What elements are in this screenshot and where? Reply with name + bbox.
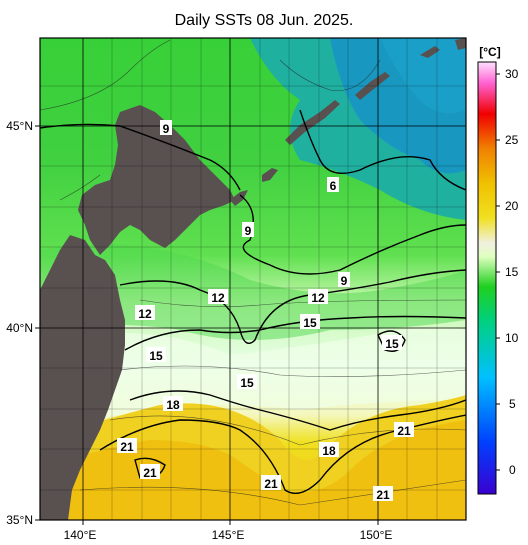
colorbar-tick: 0 [509, 463, 516, 477]
colorbar-ramp [477, 61, 497, 495]
land-kuril-1 [230, 190, 248, 206]
contour-labels: 9 6 9 9 12 12 12 15 15 15 15 18 18 21 21… [117, 120, 414, 502]
contour-label: 21 [397, 424, 411, 438]
contour-label: 9 [245, 224, 252, 238]
land-kuril-3 [285, 100, 340, 145]
contour-9 [239, 194, 466, 275]
contour-label: 21 [120, 440, 134, 454]
colorbar-unit: [°C] [479, 45, 500, 59]
contour-label: 15 [240, 376, 254, 390]
contour-label: 15 [385, 337, 399, 351]
land-kuril-2 [262, 168, 278, 182]
land-kuril-5 [420, 46, 440, 58]
land-honshu [40, 235, 125, 520]
lat-label-45: 45°N [6, 119, 33, 133]
contour-label: 18 [166, 398, 180, 412]
colorbar-tick: 20 [505, 199, 519, 213]
colorbar-tick: 25 [505, 133, 519, 147]
graticule [40, 38, 466, 520]
contour-label: 12 [138, 307, 152, 321]
lat-label-40: 40°N [6, 321, 33, 335]
contour-label: 9 [341, 274, 348, 288]
contour-label: 18 [322, 444, 336, 458]
land-kamchatka-tip [455, 38, 466, 50]
map-panel: 9 6 9 9 12 12 12 15 15 15 15 18 18 21 21… [40, 38, 466, 520]
contour-9-north [40, 123, 241, 191]
lon-label-140: 140°E [64, 528, 97, 542]
contour-label: 9 [163, 122, 170, 136]
contour-label: 12 [311, 291, 325, 305]
colorbar-tick: 30 [505, 67, 519, 81]
map-frame [39, 37, 467, 521]
axis-ticks [35, 125, 379, 525]
contour-label: 21 [264, 477, 278, 491]
lon-label-150: 150°E [360, 528, 393, 542]
contour-label: 15 [149, 349, 163, 363]
contour-6 [299, 109, 466, 191]
kuroshio-core [40, 420, 466, 520]
lon-label-145: 145°E [212, 528, 245, 542]
colorbar-tick: 5 [509, 397, 516, 411]
map-title: Daily SSTs 08 Jun. 2025. [174, 12, 354, 29]
contour-18 [129, 390, 466, 431]
contour-label: 21 [143, 466, 157, 480]
contour-12 [119, 269, 466, 344]
land-hokkaido [78, 105, 235, 255]
colorbar: [°C] 30 25 20 15 10 5 0 [477, 45, 519, 495]
contour-label: 12 [211, 291, 225, 305]
contour-label: 15 [303, 316, 317, 330]
coldest-water-core [380, 38, 466, 114]
lat-label-35: 35°N [6, 513, 33, 527]
colorbar-tick: 15 [505, 265, 519, 279]
contour-15-eddy [377, 330, 406, 352]
colorbar-tick: 10 [505, 331, 519, 345]
contour-label: 21 [376, 488, 390, 502]
contour-label: 6 [330, 179, 337, 193]
